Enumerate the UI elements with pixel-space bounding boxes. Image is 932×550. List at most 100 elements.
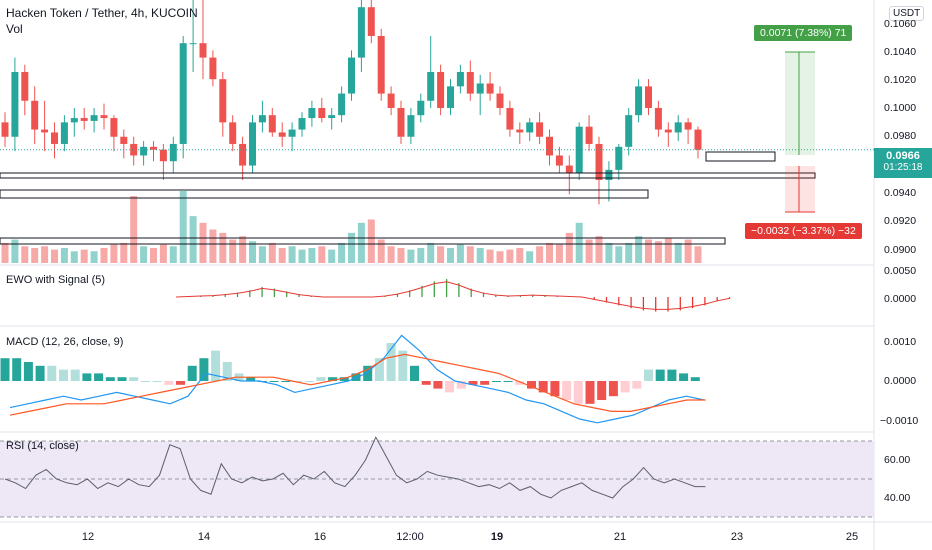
candle-body — [585, 126, 593, 144]
macd-histogram-bar — [70, 369, 80, 381]
candle-body — [377, 35, 385, 94]
candle-body — [219, 79, 227, 123]
chart-title: Hacken Token / Tether, 4h, KUCOIN — [6, 6, 198, 20]
volume-bar — [249, 241, 256, 263]
support-box — [0, 189, 649, 199]
candle-body — [318, 107, 326, 119]
volume-bar — [565, 232, 573, 263]
time-tick: 23 — [730, 531, 744, 543]
macd-tick: 0.0000 — [884, 375, 917, 387]
macd-histogram-bar — [47, 365, 57, 381]
macd-histogram-bar — [445, 381, 455, 393]
candle-body — [397, 107, 405, 137]
volume-bar — [268, 242, 276, 263]
volume-bar — [278, 247, 286, 263]
candle-body — [595, 143, 603, 180]
volume-bar — [209, 229, 217, 263]
candle-body — [258, 115, 266, 123]
volume-bar — [120, 242, 128, 263]
volume-bar — [11, 239, 19, 263]
candle-body — [348, 57, 355, 94]
currency-badge[interactable]: USDT — [889, 6, 925, 21]
candle-body — [308, 107, 316, 119]
macd-histogram-bar — [281, 381, 291, 382]
candle-body — [159, 149, 167, 162]
volume-bar — [308, 247, 316, 263]
volume-bar — [199, 222, 207, 263]
candle-body — [328, 115, 336, 119]
candle-body — [466, 71, 474, 94]
volume-bar — [397, 247, 405, 263]
candle-body — [664, 129, 672, 133]
volume-bar — [1, 242, 9, 263]
volume-bar — [635, 236, 643, 263]
macd-histogram-bar — [152, 381, 162, 382]
support-box — [0, 172, 816, 179]
rsi-pane — [0, 436, 874, 518]
macd-histogram-bar — [304, 381, 314, 382]
macd-histogram-bar — [597, 381, 607, 400]
macd-histogram-bar — [269, 381, 279, 382]
macd-histogram-bar — [573, 381, 583, 404]
candle-body — [605, 169, 613, 180]
measure-up-zone — [785, 52, 815, 155]
candle-body — [496, 93, 504, 108]
volume-bar — [318, 246, 326, 263]
macd-histogram-bar — [246, 377, 256, 381]
macd-histogram-bar — [59, 369, 68, 381]
macd-histogram-bar — [503, 381, 513, 382]
candle-body — [654, 107, 662, 130]
macd-histogram-bar — [105, 377, 115, 381]
last-price-value: 0.0966 — [886, 150, 920, 162]
volume-bar — [427, 242, 435, 263]
volume-bar — [506, 249, 514, 263]
volume-bar — [21, 246, 29, 263]
macd-histogram-bar — [398, 350, 408, 381]
volume-bar — [595, 236, 603, 263]
candle-body — [51, 132, 58, 144]
candle-body — [357, 7, 365, 58]
volume-bar — [486, 249, 494, 263]
candle-body — [249, 122, 256, 166]
macd-histogram-bar — [82, 373, 92, 381]
signal-line — [9, 353, 706, 416]
macd-histogram-bar — [527, 381, 536, 389]
volume-bar — [258, 246, 266, 263]
macd-histogram-bar — [374, 358, 384, 381]
candle-body — [417, 100, 425, 116]
candle-body — [239, 143, 247, 166]
macd-histogram-bar — [433, 381, 443, 389]
volume-bar — [526, 251, 534, 263]
macd-histogram-bar — [480, 381, 490, 385]
macd-tick: 0.0010 — [884, 336, 917, 348]
macd-histogram-bar — [363, 365, 373, 381]
candle-body — [615, 146, 623, 170]
volume-bar — [130, 196, 138, 263]
macd-pane — [0, 334, 706, 424]
measure-up-label: 0.0071 (7.38%) 71 — [754, 25, 853, 41]
candle-body — [427, 71, 435, 101]
rsi-tick: 60.00 — [884, 454, 911, 466]
volume-bar — [466, 246, 474, 263]
candle-body — [70, 118, 78, 123]
macd-title: MACD (12, 26, close, 9) — [6, 336, 124, 348]
volume-bar — [298, 249, 306, 263]
candle-body — [150, 146, 157, 150]
price-tick: 0.0900 — [884, 244, 917, 256]
macd-histogram-bar — [468, 381, 478, 385]
macd-histogram-bar — [655, 369, 665, 381]
time-tick: 14 — [197, 531, 211, 543]
price-tick: 0.1040 — [884, 46, 917, 58]
candle-body — [565, 165, 573, 173]
volume-bar — [605, 242, 613, 263]
macd-histogram-bar — [667, 369, 677, 381]
volume-bar — [51, 249, 58, 263]
volume-bar — [694, 246, 702, 263]
volume-bar — [229, 239, 237, 263]
volume-pane — [1, 191, 702, 263]
macd-histogram-bar — [644, 369, 653, 381]
volume-bar — [367, 219, 375, 263]
measure-down-zone — [785, 166, 815, 212]
volume-bar — [31, 247, 39, 263]
